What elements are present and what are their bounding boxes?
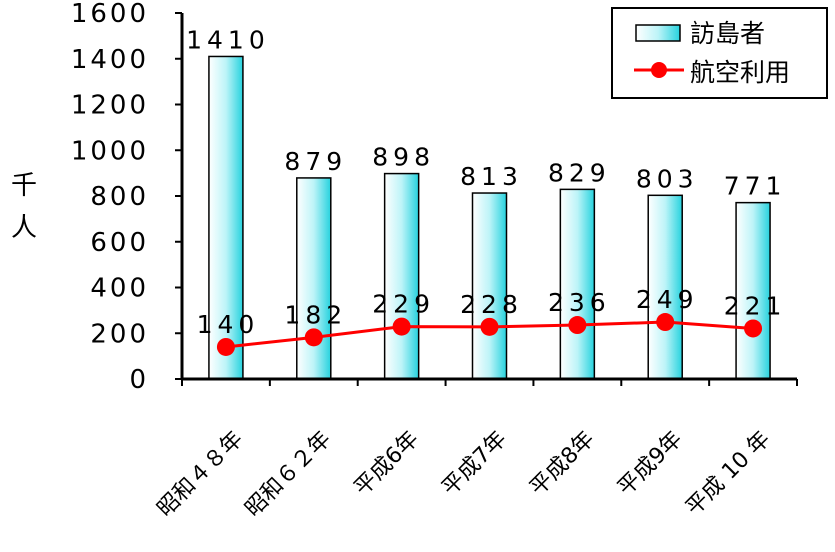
x-category-label: 平成8年: [525, 427, 599, 501]
bar: [647, 194, 683, 380]
axes: [175, 12, 798, 386]
line-point: [304, 328, 323, 347]
bar-data-label: 879: [284, 147, 347, 176]
line-point: [392, 317, 411, 336]
y-axis-title-char: 人: [11, 213, 37, 243]
x-category-label: 昭和６２年: [241, 427, 336, 522]
y-tick-label: 400: [90, 274, 149, 304]
y-tick-label: 1400: [71, 45, 149, 75]
line-data-label: 140: [197, 310, 260, 339]
y-tick-label: 0: [129, 365, 149, 395]
legend-bar-swatch: [635, 24, 681, 42]
y-tick-label: 600: [90, 228, 149, 258]
line-data-label: 236: [548, 288, 611, 317]
x-category-label: 平成9年: [613, 427, 687, 501]
line-point: [568, 316, 587, 335]
x-category-label: 平成 10 年: [681, 427, 775, 521]
line-point: [480, 317, 499, 336]
legend-line-label: 航空利用: [690, 58, 790, 87]
line-point: [656, 313, 675, 332]
bar: [471, 192, 508, 380]
x-category-label: 平成7年: [437, 427, 511, 501]
legend: 訪島者 航空利用: [611, 7, 828, 99]
bar-data-label: 803: [636, 164, 699, 193]
bar: [296, 177, 332, 380]
bar-data-labels: 1410 879 898 813 829 803 771: [186, 25, 787, 201]
y-tick-labels: 0 200 400 600 800 1000 1200 1400 1600: [71, 0, 149, 395]
bar-data-label: 829: [548, 158, 611, 187]
bar-data-label: 771: [724, 172, 787, 201]
legend-box: [611, 7, 828, 99]
line-data-label: 182: [284, 300, 347, 329]
y-axis-title: 千 人: [11, 171, 37, 243]
bar: [208, 55, 244, 380]
y-tick-label: 1200: [71, 91, 149, 121]
y-tick-label: 1600: [71, 0, 149, 29]
y-tick-label: 1000: [71, 136, 149, 166]
bar-data-label: 813: [460, 162, 523, 191]
legend-bar-label: 訪島者: [690, 19, 765, 48]
x-category-label: 昭和４８年: [153, 427, 248, 522]
line-point: [744, 319, 763, 338]
line-data-label: 221: [724, 291, 787, 320]
bar-series: [208, 55, 771, 380]
y-axis-title-char: 千: [11, 171, 37, 201]
line-point: [216, 337, 235, 356]
y-tick-label: 800: [90, 182, 149, 212]
bar: [383, 172, 420, 380]
x-category-label: 平成6年: [350, 427, 424, 501]
line-data-label: 249: [636, 285, 699, 314]
legend-line-marker: [651, 62, 667, 78]
bar-data-label: 898: [372, 143, 435, 172]
y-tick-label: 200: [90, 319, 149, 349]
bar-data-label: 1410: [186, 25, 270, 54]
line-data-labels: 140 182 229 228 236 249 221: [197, 285, 787, 339]
line-data-label: 229: [372, 290, 435, 319]
bar: [559, 188, 596, 380]
line-series: [216, 313, 763, 356]
line-data-label: 228: [460, 290, 523, 319]
